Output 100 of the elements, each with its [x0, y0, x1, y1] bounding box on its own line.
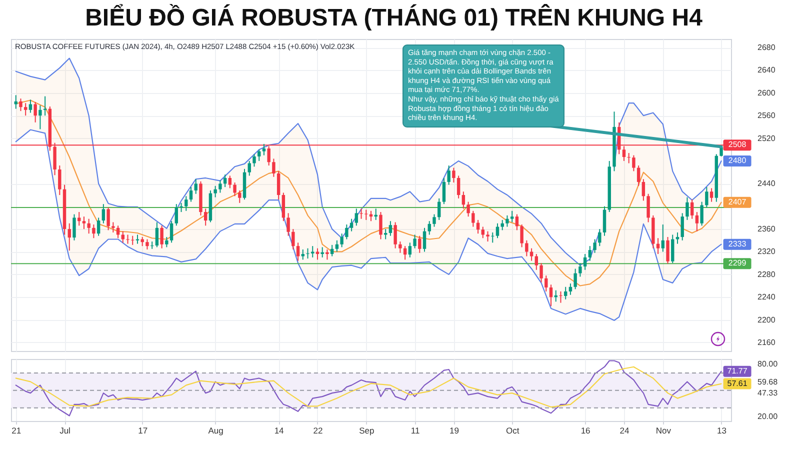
ref-line-label: 2299 [728, 258, 747, 268]
ref-line-label: 2508 [728, 140, 747, 150]
x-tick-label: Jul [60, 426, 71, 436]
candlestick [228, 175, 232, 189]
candlestick [204, 208, 208, 226]
candlestick [146, 238, 149, 250]
candlestick [413, 234, 416, 249]
candlestick [549, 284, 553, 307]
candlestick [666, 236, 670, 264]
candlestick [510, 210, 514, 223]
candlestick [170, 220, 174, 244]
candlestick [428, 220, 431, 236]
candlestick [68, 222, 71, 252]
data-label: 57.61 [727, 378, 748, 388]
x-tick-label: 13 [717, 426, 727, 436]
candlestick [690, 199, 694, 220]
candlestick [496, 222, 500, 239]
x-tick-label: Sep [359, 426, 374, 436]
candlestick [194, 178, 198, 194]
y-tick-label: 2200 [758, 315, 776, 324]
candlestick [326, 248, 329, 260]
candlestick [540, 262, 543, 283]
candlestick [214, 185, 217, 198]
candlestick [408, 242, 412, 258]
candlestick [515, 214, 519, 231]
candlestick [583, 253, 587, 270]
y-tick-label: 2320 [758, 247, 776, 256]
candlestick [24, 102, 28, 116]
candlestick [82, 216, 86, 230]
y-tick-label: 2520 [758, 134, 776, 143]
candlestick [447, 165, 450, 186]
y-tick-label: 2360 [758, 224, 776, 234]
candlestick [38, 104, 42, 130]
candlestick [96, 217, 100, 236]
candlestick [233, 182, 236, 197]
candlestick [180, 202, 183, 213]
candlestick [646, 193, 650, 223]
candlestick [472, 210, 475, 228]
candlestick [350, 218, 354, 232]
candlestick [442, 177, 446, 205]
candlestick [340, 233, 344, 248]
candlestick [388, 220, 392, 236]
candlestick [112, 222, 115, 233]
candlestick [155, 222, 159, 248]
candlestick [686, 196, 689, 220]
candlestick [165, 236, 168, 248]
candlestick [218, 180, 222, 194]
candlestick [364, 209, 368, 220]
candlestick [248, 160, 251, 176]
y-tick-label: 2640 [758, 66, 776, 75]
candlestick [680, 212, 684, 241]
x-tick-label: Aug [208, 426, 224, 436]
candlestick [58, 165, 62, 196]
x-tick-label: 16 [580, 426, 591, 436]
candlestick [476, 219, 480, 234]
x-tick-label: Oct [506, 426, 520, 436]
data-label: 2480 [728, 156, 747, 165]
data-label: 2333 [728, 239, 747, 248]
line-series [15, 366, 722, 408]
line-series [15, 360, 722, 416]
candlestick [705, 186, 708, 208]
candlestick [627, 152, 630, 164]
candlestick [500, 219, 504, 231]
candlestick [262, 143, 266, 156]
candlestick [126, 234, 130, 244]
candlestick [379, 212, 382, 240]
y-tick-label: 2560 [758, 111, 776, 120]
candlestick [656, 238, 660, 254]
candlestick [272, 158, 276, 178]
candlestick [564, 286, 568, 300]
candlestick [466, 201, 470, 218]
x-tick-label: 17 [138, 426, 148, 436]
candlestick [184, 196, 188, 212]
x-tick-label: 11 [410, 426, 420, 436]
y-tick-label: 2240 [758, 292, 776, 302]
data-label: 71.77 [727, 366, 748, 376]
x-tick-label: 24 [620, 426, 630, 436]
candlestick [544, 275, 548, 292]
candlestick [588, 246, 592, 262]
y-tick-label: 59.68 [758, 377, 778, 386]
y-tick-label: 2440 [758, 179, 776, 188]
candlestick [534, 253, 538, 270]
candlestick [574, 268, 577, 290]
candlestick [506, 214, 509, 228]
candlestick [481, 226, 484, 239]
y-tick-label: 20.00 [758, 412, 778, 422]
candlestick [438, 198, 441, 220]
candlestick [306, 248, 310, 260]
chart-title: BIỂU ĐỒ GIÁ ROBUSTA (THÁNG 01) TRÊN KHUNG H4 [85, 4, 704, 32]
candlestick [282, 192, 286, 222]
candlestick [559, 290, 562, 304]
candlestick [642, 178, 646, 202]
candlestick [121, 230, 124, 244]
candlestick [19, 98, 22, 112]
candlestick [632, 154, 636, 172]
candlestick [72, 214, 76, 241]
candlestick [462, 191, 466, 210]
candlestick [174, 204, 178, 226]
candlestick [671, 234, 674, 264]
candlestick [316, 248, 320, 260]
